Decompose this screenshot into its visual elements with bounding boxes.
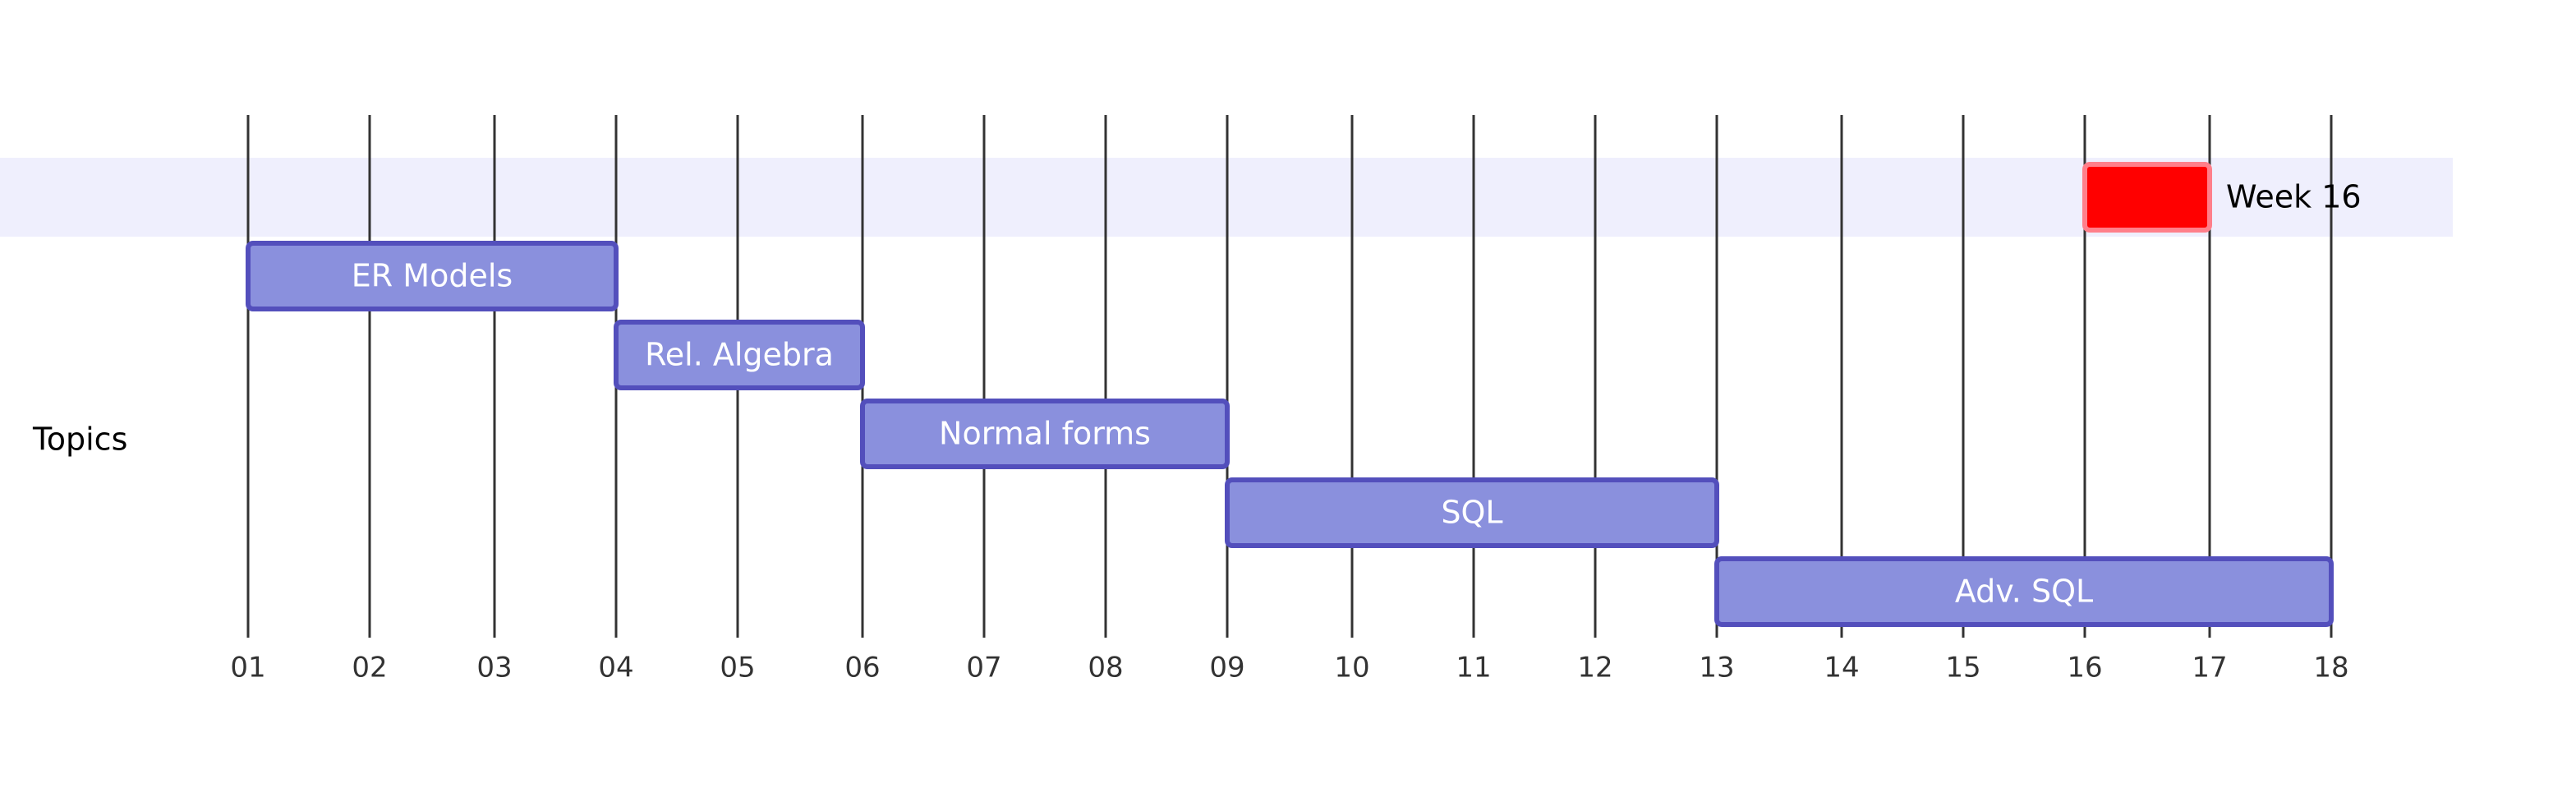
milestone: Week 16 — [2082, 162, 2362, 233]
section-label-topics: Topics — [32, 422, 127, 458]
milestone-label: Week 16 — [2226, 179, 2362, 215]
tick-label: 16 — [2067, 652, 2102, 684]
task-bar-rect — [860, 399, 1230, 469]
task-bar: SQL — [1225, 477, 1719, 548]
milestones: Week 16 — [2082, 162, 2362, 233]
task-bar: Adv. SQL — [1714, 556, 2334, 627]
task-bar: Rel. Algebra — [614, 320, 865, 390]
task-bar-rect — [614, 320, 865, 390]
task-bars: ER Models Rel. Algebra Normal forms SQL Adv.… — [246, 241, 2334, 627]
tick-label: 03 — [476, 652, 512, 684]
tick-label: 09 — [1209, 652, 1244, 684]
tick-label: 04 — [598, 652, 633, 684]
task-bar: Normal forms — [860, 399, 1230, 469]
tick-label: 13 — [1699, 652, 1734, 684]
task-label: Normal forms — [939, 416, 1151, 452]
week-gridlines — [246, 115, 2333, 638]
tick-label: 15 — [1945, 652, 1980, 684]
task-label: Rel. Algebra — [645, 337, 834, 373]
tick-label: 17 — [2192, 652, 2227, 684]
task-bar: ER Models — [246, 241, 619, 311]
tick-label: 08 — [1088, 652, 1123, 684]
tick-label: 11 — [1456, 652, 1491, 684]
task-label: Adv. SQL — [1955, 574, 2093, 610]
task-label: ER Models — [352, 258, 513, 294]
tick-label: 12 — [1577, 652, 1612, 684]
task-label: SQL — [1441, 495, 1502, 531]
tick-label: 01 — [230, 652, 265, 684]
tick-label: 02 — [352, 652, 387, 684]
task-bar-rect — [1225, 477, 1719, 548]
tick-label: 06 — [844, 652, 880, 684]
task-bar-rect — [1714, 556, 2334, 627]
tick-label: 07 — [966, 652, 1001, 684]
tick-label: 14 — [1824, 652, 1859, 684]
tick-label: 10 — [1334, 652, 1369, 684]
tick-label: 05 — [720, 652, 755, 684]
milestone-bar — [2082, 162, 2212, 233]
task-bar-rect — [246, 241, 619, 311]
tick-label: 18 — [2313, 652, 2348, 684]
week-tick-labels: 01 02 03 04 05 06 07 08 09 10 11 12 13 14 15 16 17 18 — [230, 652, 2348, 684]
